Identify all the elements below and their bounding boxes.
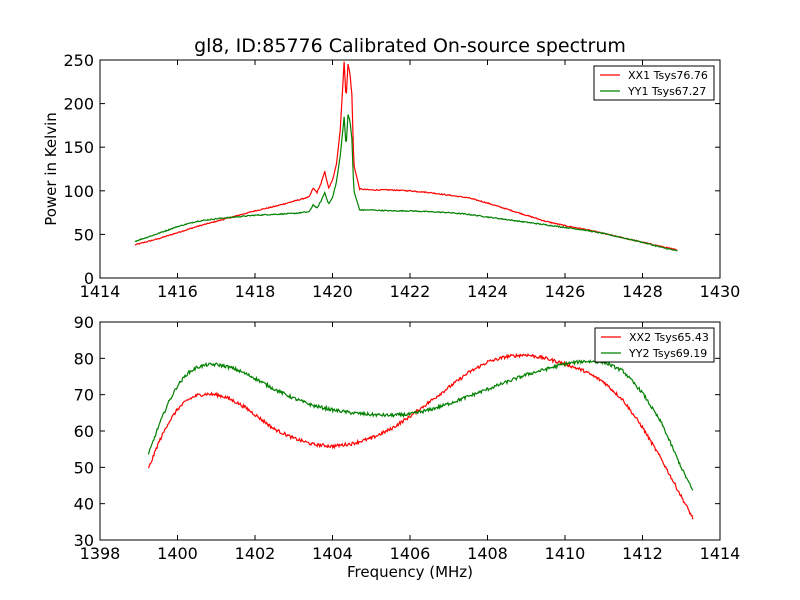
- legend-label: YY2 Tsys69.19: [628, 347, 707, 360]
- bottom-panel: 1398 1400 1402 1404 1406 1408 1410 1412 1414 30 40…: [74, 313, 741, 563]
- bottom-x-axis-label: Frequency (MHz): [347, 563, 473, 581]
- x-tick-label: 1414: [700, 544, 741, 563]
- y-tick-label: 200: [63, 95, 94, 114]
- x-tick-label: 1402: [235, 544, 276, 563]
- series-line-1-0: [147, 352, 694, 520]
- legend-label: XX2 Tsys65.43: [629, 331, 709, 344]
- x-tick-label: 1428: [622, 282, 663, 301]
- x-tick-label: 1418: [235, 282, 276, 301]
- y-tick-label: 0: [84, 269, 94, 288]
- x-tick-label: 1414: [80, 282, 121, 301]
- x-tick-label: 1406: [390, 544, 431, 563]
- legend-box: [594, 327, 715, 363]
- y-tick-label: 50: [74, 225, 94, 244]
- y-tick-label: 70: [74, 386, 94, 405]
- legend-box: [593, 65, 715, 101]
- y-tick-label: 100: [63, 182, 94, 201]
- x-tick-label: 1430: [700, 282, 741, 301]
- y-tick-label: 150: [63, 138, 94, 157]
- y-tick-label: 250: [63, 51, 94, 70]
- chart-title: gl8, ID:85776 Calibrated On-source spect…: [194, 35, 626, 57]
- y-tick-label: 50: [74, 458, 94, 477]
- legend-label: YY1 Tsys67.27: [627, 85, 706, 98]
- x-tick-label: 1404: [312, 544, 353, 563]
- y-tick-label: 40: [74, 495, 94, 514]
- x-tick-label: 1398: [80, 544, 121, 563]
- top-y-axis-label: Power in Kelvin: [42, 112, 60, 226]
- series-line-0-1: [134, 114, 678, 252]
- x-tick-label: 1422: [390, 282, 431, 301]
- y-tick-label: 90: [74, 313, 94, 332]
- x-tick-label: 1420: [312, 282, 353, 301]
- legend-label: XX1 Tsys76.76: [628, 69, 708, 82]
- legend: XX2 Tsys65.43 YY2 Tsys69.19: [594, 327, 715, 363]
- y-tick-label: 80: [74, 349, 94, 368]
- x-tick-label: 1424: [467, 282, 508, 301]
- top-panel: 1414 1416 1418 1420 1422 1424 1426 1428 1430 0 50 1…: [63, 51, 740, 301]
- x-tick-label: 1408: [467, 544, 508, 563]
- x-tick-label: 1410: [545, 544, 586, 563]
- legend: XX1 Tsys76.76 YY1 Tsys67.27: [593, 65, 715, 101]
- x-tick-label: 1400: [157, 544, 198, 563]
- y-tick-label: 30: [74, 531, 94, 550]
- x-tick-label: 1426: [545, 282, 586, 301]
- y-tick-label: 60: [74, 422, 94, 441]
- x-tick-label: 1412: [622, 544, 663, 563]
- x-tick-label: 1416: [157, 282, 198, 301]
